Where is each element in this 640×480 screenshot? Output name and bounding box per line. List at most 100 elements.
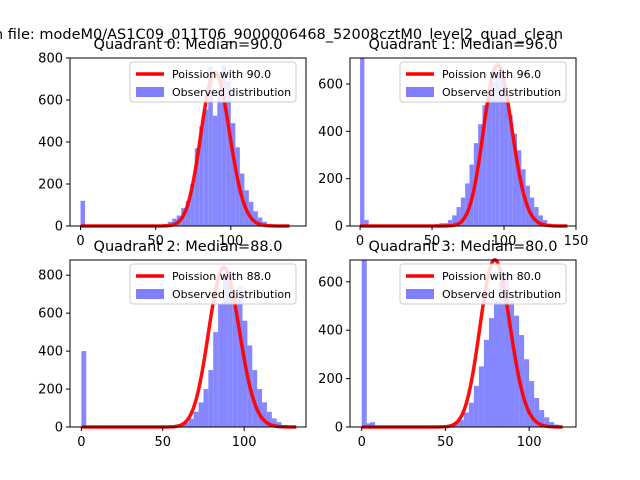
hist-bar — [534, 397, 540, 427]
hist-bar — [230, 123, 236, 226]
hist-bar — [253, 211, 258, 226]
legend-label: Observed distribution — [172, 86, 291, 99]
y-tick-label: 400 — [318, 125, 343, 140]
hist-bar — [483, 339, 489, 427]
y-tick-label: 0 — [335, 421, 343, 436]
x-tick-label: 0 — [77, 435, 85, 450]
hist-bar — [456, 207, 461, 226]
x-tick-label: 100 — [517, 435, 542, 450]
hist-bar — [539, 410, 545, 427]
hist-bar — [217, 90, 222, 226]
hist-bar — [208, 66, 213, 227]
legend-bar-swatch — [406, 289, 434, 299]
x-tick-label: 100 — [218, 234, 243, 249]
hist-bar — [203, 109, 209, 226]
x-tick-label: 100 — [232, 435, 257, 450]
hist-bar — [208, 370, 214, 427]
legend: Poission with 88.0 Observed distribution — [129, 263, 297, 305]
axes-frame — [349, 259, 577, 428]
hist-bar — [504, 272, 510, 427]
hist-bar — [370, 422, 376, 427]
legend-box — [129, 61, 297, 103]
chart-panel-3: 0 50 100 0 200 400 600 Quadrant 3: Median=80.0 P… — [318, 239, 577, 450]
hist-bar — [465, 183, 470, 226]
chart-panel-1: 0 50 100 150 0 200 400 600 Quadrant 1: Median=96… — [318, 37, 588, 249]
hist-bar — [262, 402, 267, 427]
chart-title: Quadrant 0: Median=90.0 — [94, 37, 283, 53]
hist-bar — [257, 217, 263, 226]
y-tick-label: 0 — [55, 421, 63, 436]
x-tick-label: 50 — [437, 435, 454, 450]
histogram-bars — [80, 65, 276, 227]
y-tick-label: 0 — [335, 220, 343, 235]
hist-bar — [237, 286, 243, 427]
legend: Poission with 80.0 Observed distribution — [399, 263, 567, 305]
hist-bar — [227, 271, 233, 427]
y-tick-label: 400 — [38, 136, 63, 151]
hist-bar — [218, 303, 223, 427]
hist-bar — [183, 422, 189, 427]
hist-bar — [529, 197, 535, 226]
hist-bar — [542, 220, 548, 226]
hist-bar — [504, 93, 509, 227]
legend-bar-swatch — [406, 87, 434, 97]
legend-label: Poission with 96.0 — [442, 68, 541, 81]
hist-bar — [193, 411, 199, 427]
hist-bar — [495, 72, 500, 227]
hist-bar — [512, 133, 517, 226]
hist-bar — [81, 351, 87, 427]
x-tick-label: 0 — [356, 234, 364, 249]
chart-panel-2: 0 50 100 0 200 400 600 800 Quadrant 2: Median=88… — [38, 239, 307, 450]
legend-box — [399, 263, 567, 305]
chart-title: Quadrant 2: Median=88.0 — [94, 239, 283, 255]
y-tick-label: 200 — [318, 372, 343, 387]
legend: Poission with 90.0 Observed distribution — [129, 61, 297, 103]
hist-bar — [276, 422, 282, 427]
hist-bar — [458, 419, 464, 427]
y-tick-label: 600 — [38, 307, 63, 322]
hist-bar — [185, 200, 191, 226]
legend-label: Poission with 88.0 — [172, 270, 271, 283]
axes-frame — [349, 57, 577, 227]
legend-label: Observed distribution — [442, 86, 561, 99]
hist-bar — [493, 301, 499, 427]
hist-bar — [366, 423, 372, 427]
hist-bar — [221, 65, 227, 226]
hist-bar — [360, 58, 365, 226]
chart-panel-0: 0 50 100 0 200 400 600 800 Quadrant 0: Median=90… — [38, 37, 307, 249]
hist-bar — [248, 201, 254, 226]
hist-bar — [544, 417, 550, 427]
figure-suptitle: n file: modeM0/AS1C09_011T06_9000006468_… — [0, 27, 563, 43]
legend-bar-swatch — [136, 87, 164, 97]
y-tick-label: 0 — [55, 220, 63, 235]
y-tick-label: 400 — [318, 324, 343, 339]
x-tick-label: 150 — [564, 234, 589, 249]
hist-bar — [199, 126, 204, 226]
y-tick-label: 600 — [318, 78, 343, 93]
hist-bar — [257, 389, 263, 427]
hist-bar — [473, 385, 479, 427]
x-tick-label: 50 — [424, 234, 441, 249]
y-tick-label: 200 — [38, 178, 63, 193]
panels: 0 50 100 0 200 400 600 800 Quadrant 0: Median=90… — [38, 37, 588, 450]
hist-bar — [203, 389, 209, 427]
hist-bar — [524, 359, 530, 427]
hist-bar — [463, 412, 469, 427]
legend-label: Observed distribution — [172, 288, 291, 301]
y-tick-label: 600 — [38, 94, 63, 109]
hist-bar — [194, 148, 200, 226]
hist-bar — [482, 105, 487, 226]
hist-bar — [488, 318, 494, 427]
legend-label: Poission with 80.0 — [442, 270, 541, 283]
x-tick-label: 100 — [492, 234, 517, 249]
hist-bar — [478, 124, 483, 226]
y-tick-label: 800 — [38, 269, 63, 284]
hist-bar — [499, 74, 505, 226]
y-tick-label: 600 — [318, 275, 343, 290]
hist-bar — [226, 81, 231, 226]
hist-bar — [538, 215, 543, 226]
hist-bar — [508, 114, 513, 226]
hist-bar — [232, 294, 238, 427]
hist-bar — [491, 81, 496, 226]
hist-bar — [212, 115, 218, 226]
